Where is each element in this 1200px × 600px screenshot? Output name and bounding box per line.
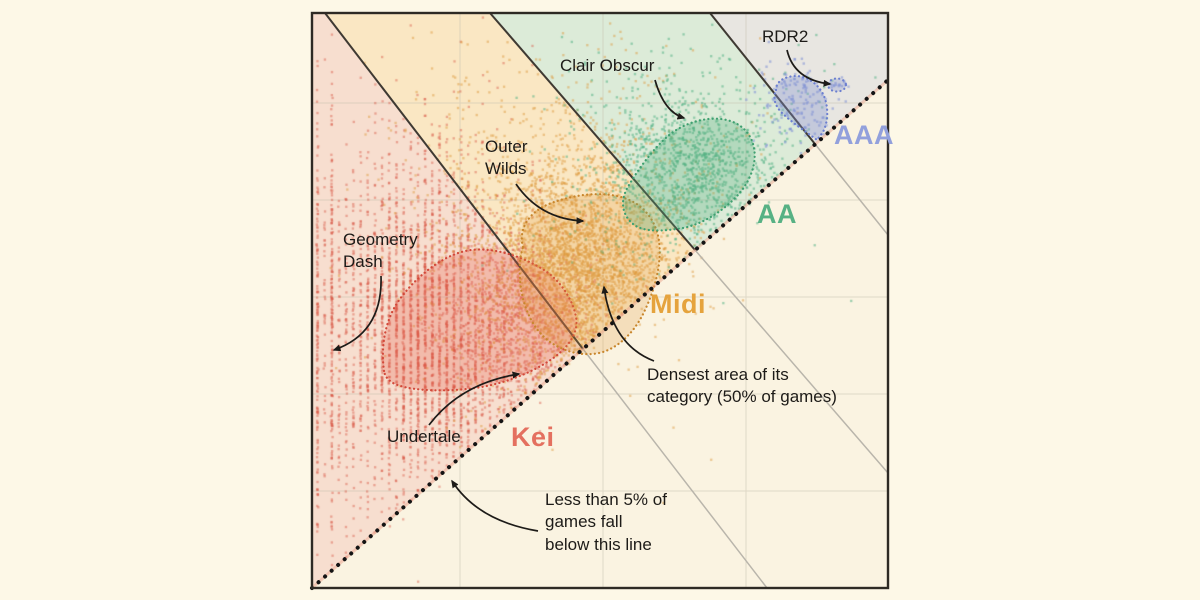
geometry-dash-arrow	[332, 275, 382, 352]
rdr2-density-contour	[826, 77, 848, 93]
outer-wilds-label-line2: Wilds	[485, 159, 527, 179]
aa-density-contour	[622, 117, 756, 232]
band-label-midi: Midi	[650, 289, 706, 319]
annotation-arrows	[332, 49, 832, 532]
rdr2-label: RDR2	[762, 27, 809, 46]
geometry-dash-label-line2: Dash	[343, 252, 383, 272]
threshold-arrow	[451, 479, 539, 532]
undertale-arrow	[428, 371, 521, 426]
kei-midi-extension-line	[582, 348, 768, 589]
threshold-note: Less than 5% of games fall below this li…	[545, 489, 667, 556]
aa-aaa-boundary-line	[709, 12, 816, 145]
aaa-density-contour	[773, 74, 829, 142]
midi-density-contour	[518, 193, 661, 356]
aa-aaa-extension-line	[814, 143, 889, 236]
threshold-dotted-line	[310, 78, 890, 590]
band-label-aaa: AAA	[834, 120, 894, 150]
threshold-note-line3: below this line	[545, 534, 652, 554]
densest-area-note-line2: category (50% of games)	[647, 387, 837, 407]
kei-midi-boundary-line	[324, 12, 584, 350]
outer-wilds-arrow	[515, 183, 585, 225]
geometry-dash-label: Geometry Dash	[343, 229, 418, 274]
band-label-kei: Kei	[511, 422, 555, 452]
threshold-note-line2: games fall	[545, 512, 623, 532]
densest-area-arrow	[601, 285, 655, 362]
undertale-label: Undertale	[387, 427, 461, 446]
clair-obscur-label: Clair Obscur	[560, 56, 655, 75]
midi-aa-extension-line	[694, 249, 889, 474]
midi-aa-boundary-line	[489, 12, 696, 251]
densest-area-note-line1: Densest area of its	[647, 365, 789, 384]
threshold-note-line1: Less than 5% of	[545, 490, 667, 509]
density-contours	[381, 74, 848, 392]
five-percent-threshold-line	[310, 78, 890, 590]
boundary-extension-lines	[582, 143, 889, 589]
densest-area-note: Densest area of its category (50% of gam…	[647, 364, 837, 409]
clair-obscur-arrow	[654, 79, 686, 120]
category-boundary-lines	[324, 12, 816, 350]
band-label-aa: AA	[757, 199, 797, 229]
geometry-dash-label-line1: Geometry	[343, 230, 418, 249]
kei-density-contour	[381, 248, 578, 392]
outer-wilds-label-line1: Outer	[485, 137, 528, 156]
rdr2-arrow	[786, 49, 832, 87]
plot-border	[310, 11, 890, 590]
outer-wilds-label: Outer Wilds	[485, 136, 528, 181]
